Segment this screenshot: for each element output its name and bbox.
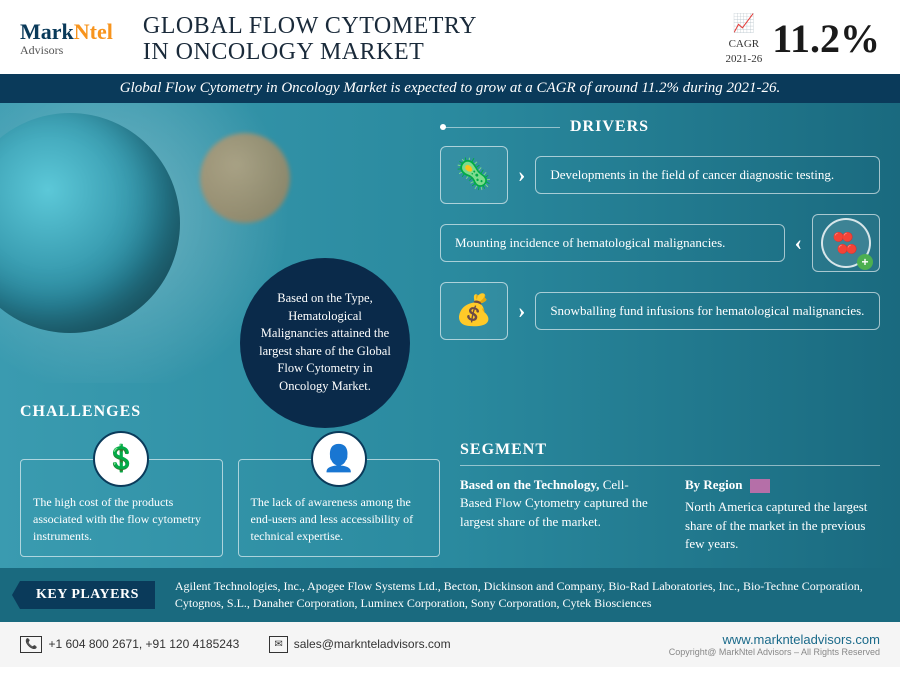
person-icon: 👤 (311, 431, 367, 487)
title-line1: GLOBAL FLOW CYTOMETRY (143, 13, 726, 39)
phone-icon: 📞 (20, 636, 42, 653)
main-infographic: Based on the Type, Hematological Maligna… (0, 103, 900, 568)
banner: Global Flow Cytometry in Oncology Market… (0, 74, 900, 103)
cagr-block: 📈 CAGR 2021-26 11.2% (726, 12, 880, 66)
segment-region: By Region North America captured the lar… (685, 476, 880, 553)
email-icon: ✉ (269, 636, 287, 653)
phone-text: +1 604 800 2671, +91 120 4185243 (48, 637, 239, 651)
logo: MarkNtel Advisors (20, 19, 113, 58)
key-players-text: Agilent Technologies, Inc., Apogee Flow … (175, 578, 880, 612)
driver-text: Snowballing fund infusions for hematolog… (535, 292, 880, 331)
region-color-swatch (750, 479, 770, 493)
logo-part1: Mark (20, 19, 74, 44)
cagr-label-bottom: 2021-26 (726, 52, 763, 66)
segment-section: SEGMENT Based on the Technology, Cell-Ba… (460, 441, 880, 553)
driver-item: + ‹ Mounting incidence of hematological … (440, 214, 880, 272)
footer-right: www.marknteladvisors.com Copyright@ Mark… (669, 632, 880, 657)
footer-copyright: Copyright@ MarkNtel Advisors – All Right… (669, 647, 880, 657)
footer-email: ✉ sales@marknteladvisors.com (269, 636, 450, 653)
key-players-bar: KEY PLAYERS Agilent Technologies, Inc., … (0, 568, 900, 622)
drivers-title: DRIVERS (440, 118, 880, 136)
chevron-right-icon: › (518, 162, 525, 188)
footer-phone: 📞 +1 604 800 2671, +91 120 4185243 (20, 636, 239, 653)
drivers-section: DRIVERS 🦠 › Developments in the field of… (440, 118, 880, 350)
driver-text: Mounting incidence of hematological mali… (440, 224, 785, 263)
cagr-value: 11.2% (772, 15, 880, 62)
chevron-left-icon: ‹ (795, 230, 802, 256)
header: MarkNtel Advisors GLOBAL FLOW CYTOMETRY … (0, 0, 900, 74)
logo-wordmark: MarkNtel (20, 19, 113, 45)
driver-item: 🦠 › Developments in the field of cancer … (440, 146, 880, 204)
segment-technology: Based on the Technology, Cell-Based Flow… (460, 476, 655, 553)
title-block: GLOBAL FLOW CYTOMETRY IN ONCOLOGY MARKET (143, 13, 726, 66)
growth-icon: 📈 (726, 12, 763, 35)
segment-tech-label: Based on the Technology, (460, 477, 599, 492)
challenges-title: CHALLENGES (20, 403, 440, 421)
cagr-label-top: CAGR (726, 37, 763, 51)
segment-region-label: By Region (685, 476, 742, 494)
petri-dish-icon: + (812, 214, 880, 272)
insight-text: Based on the Type, Hematological Maligna… (258, 290, 392, 395)
logo-subtitle: Advisors (20, 43, 113, 58)
chevron-right-icon: › (518, 298, 525, 324)
segment-title: SEGMENT (460, 441, 880, 466)
challenges-section: CHALLENGES 💲 The high cost of the produc… (20, 403, 440, 557)
money-cost-icon: 💲 (93, 431, 149, 487)
footer: 📞 +1 604 800 2671, +91 120 4185243 ✉ sal… (0, 622, 900, 667)
money-bag-icon: 💰 (440, 282, 508, 340)
segment-region-text: North America captured the largest share… (685, 499, 867, 550)
title-line2: IN ONCOLOGY MARKET (143, 39, 726, 65)
cell-main-icon (0, 113, 180, 333)
footer-url: www.marknteladvisors.com (669, 632, 880, 647)
driver-text: Developments in the field of cancer diag… (535, 156, 880, 195)
driver-item: 💰 › Snowballing fund infusions for hemat… (440, 282, 880, 340)
cagr-label: 📈 CAGR 2021-26 (726, 12, 763, 66)
challenge-card: 💲 The high cost of the products associat… (20, 431, 223, 557)
key-players-label: KEY PLAYERS (20, 581, 155, 609)
challenge-card: 👤 The lack of awareness among the end-us… (238, 431, 441, 557)
cell-blob-icon (200, 133, 290, 223)
logo-part2: Ntel (74, 19, 113, 44)
virus-icon: 🦠 (440, 146, 508, 204)
email-text: sales@marknteladvisors.com (294, 637, 451, 651)
